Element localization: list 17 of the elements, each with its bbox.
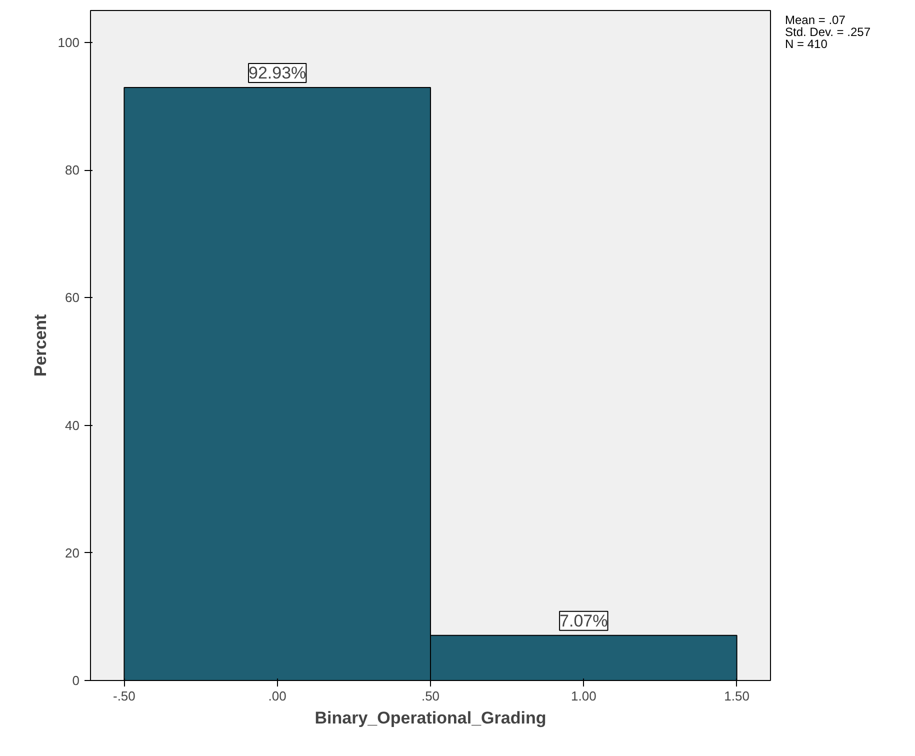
x-tick-label: .00 (268, 688, 286, 704)
x-tick-label: 1.00 (571, 688, 596, 704)
y-tick-label: 100 (58, 34, 80, 50)
x-axis-title: Binary_Operational_Grading (314, 708, 546, 728)
x-tick-label: .50 (421, 688, 440, 704)
x-tick-label: -.50 (112, 688, 136, 704)
text: Std. Dev. = .257 (785, 25, 870, 39)
y-tick-label: 20 (65, 545, 80, 560)
x-tick-label: 1.50 (724, 688, 750, 704)
y-tick-label: 80 (65, 162, 80, 178)
text: N = 410 (785, 37, 828, 51)
y-tick-label: 60 (65, 290, 80, 306)
text: Mean = .07 (785, 13, 846, 27)
data-label: 92.93% (248, 64, 306, 83)
y-tick-label: 40 (65, 418, 80, 433)
y-tick-label: 0 (72, 673, 80, 688)
y-axis-title: Percent (30, 314, 50, 377)
